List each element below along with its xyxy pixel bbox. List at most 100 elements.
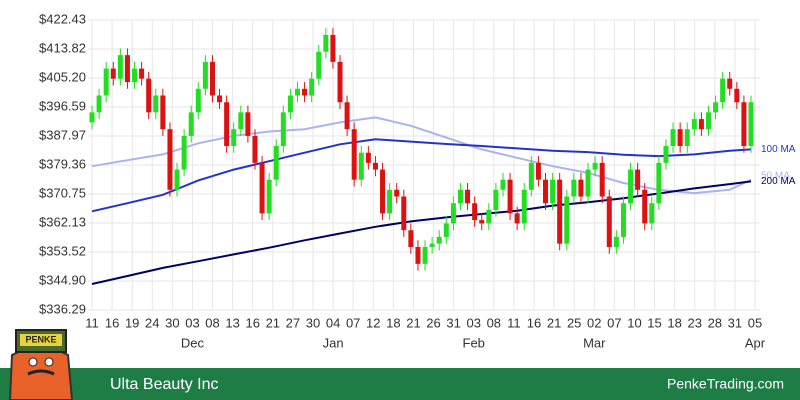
candle-body: [401, 196, 407, 231]
candle: [146, 71, 152, 120]
x-tick-label: 05: [748, 315, 762, 330]
candle-body: [528, 162, 534, 190]
candle-body: [266, 179, 272, 214]
x-tick-label: 02: [587, 315, 601, 330]
candle: [238, 105, 244, 136]
legend-label: 50 MA: [761, 170, 790, 181]
candle-body: [330, 34, 336, 62]
candle-body: [465, 189, 471, 204]
y-tick-label: $336.29: [39, 301, 86, 316]
candle: [620, 196, 626, 244]
month-label: Dec: [181, 335, 205, 350]
candle-body: [231, 129, 237, 147]
source: PenkeTrading.com: [667, 376, 784, 392]
candle: [372, 156, 378, 177]
candle-body: [280, 112, 286, 147]
candle-body: [649, 203, 655, 224]
candle-body: [103, 68, 109, 96]
candle-body: [167, 129, 173, 190]
candle: [705, 105, 711, 136]
x-tick-label: 12: [366, 315, 380, 330]
candle-body: [117, 55, 123, 79]
candle-body: [514, 213, 520, 224]
y-tick-label: $387.97: [39, 127, 86, 142]
candle-body: [394, 189, 400, 197]
x-tick-label: 16: [245, 315, 259, 330]
candle-body: [365, 152, 371, 163]
x-tick-label: 16: [527, 315, 541, 330]
candle-body: [259, 162, 265, 214]
candle: [103, 61, 109, 103]
candle: [89, 105, 95, 130]
candle: [124, 48, 130, 89]
candle: [656, 156, 662, 210]
candle: [139, 61, 145, 86]
chart-title: Ulta Beauty Inc: [110, 376, 219, 393]
x-tick-label: 03: [466, 315, 480, 330]
logo: PENKE: [8, 329, 74, 400]
x-tick-label: 11: [85, 315, 99, 330]
candle-body: [89, 112, 95, 123]
candle-body: [316, 51, 322, 79]
candle-body: [181, 135, 187, 170]
x-tick-label: 30: [306, 315, 320, 330]
candle: [727, 71, 733, 96]
candle-body: [705, 112, 711, 130]
candle-body: [195, 88, 201, 113]
candle: [245, 105, 251, 143]
candle: [217, 88, 223, 109]
candle: [294, 82, 300, 103]
candle: [273, 139, 279, 187]
logo-text: PENKE: [25, 334, 56, 344]
candle-body: [472, 203, 478, 221]
candle-body: [670, 129, 676, 147]
candle: [479, 213, 485, 231]
candle: [394, 183, 400, 204]
candle: [500, 172, 506, 197]
candle: [224, 95, 230, 153]
candle-body: [422, 247, 428, 264]
candle: [436, 230, 442, 251]
candle-body: [323, 34, 329, 52]
candle: [613, 230, 619, 254]
candle: [684, 122, 690, 153]
y-tick-label: $353.52: [39, 243, 86, 258]
x-tick-label: 15: [647, 315, 661, 330]
y-tick-label: $422.43: [39, 11, 86, 26]
candle-body: [287, 95, 293, 113]
candle: [302, 82, 308, 103]
candle-body: [457, 189, 463, 204]
candle: [330, 28, 336, 69]
candle-body: [252, 135, 258, 163]
candle: [557, 172, 563, 251]
candle: [429, 236, 435, 254]
candle-body: [635, 169, 641, 190]
candle: [231, 122, 237, 153]
candle-body: [436, 236, 442, 244]
y-tick-label: $370.75: [39, 185, 86, 200]
candle: [422, 240, 428, 271]
candle-body: [124, 55, 130, 83]
candle: [167, 122, 173, 197]
candle: [528, 156, 534, 197]
candle-body: [202, 61, 208, 89]
x-tick-label: 18: [667, 315, 681, 330]
candle-body: [521, 189, 527, 224]
candle-body: [174, 169, 180, 190]
candle-body: [663, 146, 669, 163]
candle: [401, 189, 407, 237]
candle-body: [337, 61, 343, 103]
candle: [110, 61, 116, 86]
candle: [358, 146, 364, 187]
candle-body: [684, 129, 690, 147]
month-label: Apr: [745, 335, 766, 350]
candle: [380, 162, 386, 221]
candle: [642, 183, 648, 231]
moving-average: [91, 116, 752, 195]
candle-body: [734, 88, 740, 103]
candle: [252, 129, 258, 170]
candle-body: [344, 102, 350, 130]
candle-body: [217, 95, 223, 103]
candle: [677, 122, 683, 153]
candle: [691, 112, 697, 136]
